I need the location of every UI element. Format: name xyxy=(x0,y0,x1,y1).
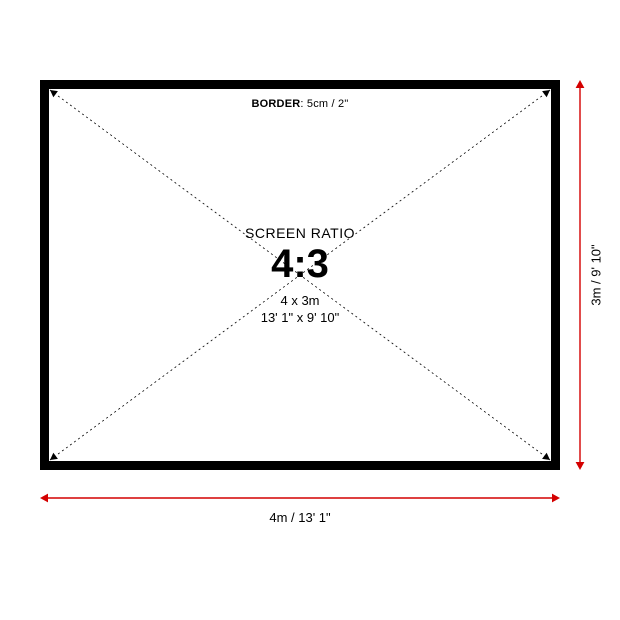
width-dimension-arrow xyxy=(40,490,560,506)
height-dimension: 3m / 9' 10" xyxy=(570,80,590,470)
border-label-value: : 5cm / 2" xyxy=(300,98,348,110)
height-dimension-label: 3m / 9' 10" xyxy=(589,244,604,305)
screen-center-info: SCREEN RATIO 4:3 4 x 3m 13' 1" x 9' 10" xyxy=(245,225,355,325)
height-dimension-arrow xyxy=(570,80,590,470)
border-label: BORDER: 5cm / 2" xyxy=(252,98,349,110)
dims-metric: 4 x 3m xyxy=(245,293,355,308)
screen-rectangle: BORDER: 5cm / 2" SCREEN RATIO 4:3 4 x 3m… xyxy=(40,80,560,470)
border-label-key: BORDER xyxy=(252,98,301,110)
width-dimension-label: 4m / 13' 1" xyxy=(40,510,560,525)
width-dimension: 4m / 13' 1" xyxy=(40,490,560,525)
ratio-value: 4:3 xyxy=(245,243,355,285)
dims-imperial: 13' 1" x 9' 10" xyxy=(245,310,355,325)
diagram-stage: BORDER: 5cm / 2" SCREEN RATIO 4:3 4 x 3m… xyxy=(0,0,620,620)
ratio-label: SCREEN RATIO xyxy=(245,225,355,241)
